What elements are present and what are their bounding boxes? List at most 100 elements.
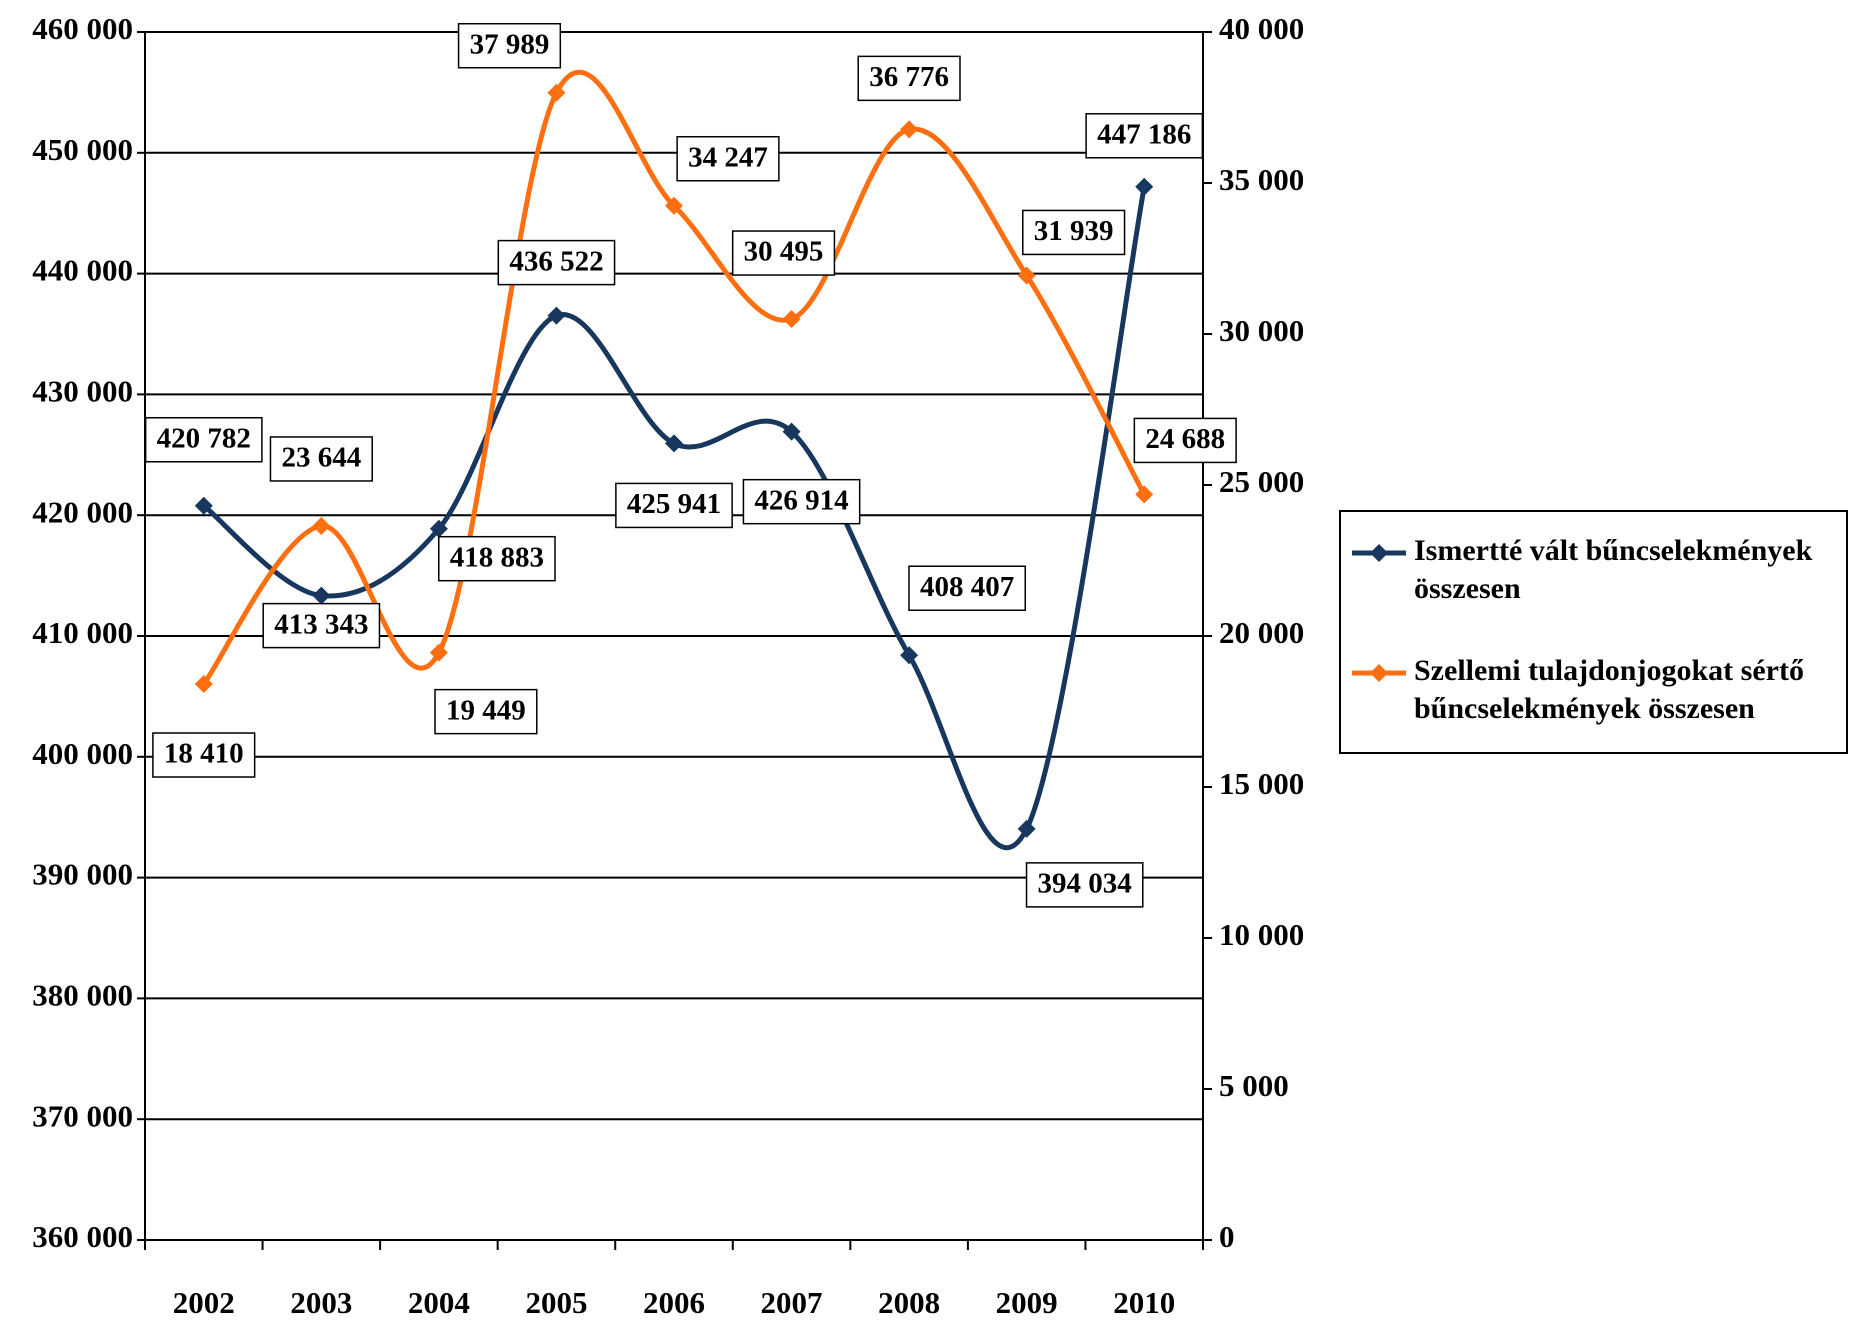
- data-label: 426 914: [742, 478, 861, 525]
- y-tick-label: 410 000: [32, 615, 133, 650]
- legend-label: Ismertté vált bűncselekmények összesen: [1414, 534, 1813, 605]
- x-tick-label: 2009: [996, 1285, 1058, 1320]
- y-tick-label: 440 000: [32, 253, 133, 288]
- data-label: 30 495: [731, 230, 836, 276]
- data-label-text: 34 247: [688, 141, 768, 173]
- marker: [194, 675, 213, 694]
- data-label-box: [152, 732, 256, 778]
- marker: [782, 422, 801, 441]
- legend-marker: [1370, 544, 1388, 562]
- data-label: 418 883: [438, 535, 556, 582]
- y2-tick-label: 40 000: [1219, 11, 1304, 46]
- legend-line: Szellemi tulajdonjogokat sértő: [1414, 654, 1804, 687]
- marker: [429, 643, 448, 662]
- data-label: 23 644: [269, 436, 373, 482]
- data-label-text: 426 914: [754, 484, 848, 516]
- y2-tick-label: 30 000: [1219, 313, 1304, 348]
- data-label: 19 449: [434, 688, 538, 735]
- data-label-text: 413 343: [274, 608, 368, 640]
- data-label: 436 522: [497, 239, 616, 286]
- y-tick-label: 400 000: [32, 736, 133, 771]
- data-label: 24 688: [1133, 417, 1237, 464]
- data-label-text: 418 883: [450, 541, 544, 573]
- data-label-box: [144, 417, 263, 463]
- marker: [1017, 266, 1036, 285]
- legend-marker: [1370, 664, 1388, 682]
- legend-box: [1339, 510, 1848, 754]
- x-tick-label: 2002: [173, 1285, 235, 1320]
- marker: [900, 646, 919, 665]
- y-tick-label: 430 000: [32, 374, 133, 409]
- y2-tick-label: 15 000: [1219, 766, 1304, 801]
- marker: [194, 496, 213, 515]
- y2-tick-label: 35 000: [1219, 162, 1304, 197]
- data-label-text: 425 941: [627, 488, 721, 520]
- data-label: 34 247: [676, 135, 780, 182]
- marker: [665, 434, 683, 453]
- data-label-text: 436 522: [509, 245, 603, 277]
- data-label-box: [1022, 209, 1126, 256]
- data-label: 394 034: [1025, 862, 1144, 908]
- data-label-text: 30 495: [744, 236, 824, 268]
- x-tick-label: 2003: [290, 1285, 352, 1320]
- legend-line: bűncselekmények összesen: [1414, 692, 1755, 725]
- data-label-text: 37 989: [470, 28, 550, 60]
- legend-line: Ismertté vált bűncselekmények: [1414, 534, 1813, 567]
- data-label-box: [615, 482, 733, 529]
- x-tick-label: 2010: [1113, 1285, 1175, 1320]
- y-tick-label: 360 000: [32, 1219, 133, 1254]
- y2-tick-label: 5 000: [1219, 1068, 1289, 1103]
- data-label-box: [457, 22, 562, 69]
- marker: [782, 310, 801, 329]
- data-label: 18 410: [152, 732, 256, 778]
- marker: [429, 519, 448, 538]
- data-label-text: 420 782: [157, 422, 251, 454]
- y-tick-label: 420 000: [32, 494, 133, 529]
- data-label-box: [731, 230, 836, 276]
- data-label-text: 447 186: [1097, 118, 1191, 150]
- marker: [312, 516, 331, 535]
- data-label-text: 18 410: [164, 738, 244, 770]
- marker: [547, 83, 566, 102]
- y2-tick-label: 0: [1219, 1219, 1235, 1254]
- data-label: 408 407: [908, 565, 1026, 611]
- legend-line: összesen: [1414, 572, 1521, 605]
- data-label-text: 24 688: [1145, 423, 1225, 455]
- marker: [1135, 485, 1154, 504]
- y-tick-label: 380 000: [32, 978, 133, 1013]
- marker: [312, 586, 331, 605]
- data-label: 36 776: [857, 55, 961, 102]
- data-label-box: [434, 688, 538, 735]
- data-label-box: [1133, 417, 1237, 464]
- data-label-box: [857, 55, 961, 102]
- data-label-box: [497, 239, 616, 286]
- y-tick-label: 460 000: [32, 11, 133, 46]
- series-line: [201, 70, 1147, 686]
- data-label-text: 19 449: [446, 694, 526, 726]
- data-label: 420 782: [144, 417, 263, 463]
- data-label-box: [269, 436, 373, 482]
- x-tick-label: 2007: [761, 1285, 823, 1320]
- data-label-text: 23 644: [281, 442, 361, 474]
- marker: [1135, 177, 1154, 196]
- data-label-box: [1085, 113, 1204, 159]
- y-tick-label: 370 000: [32, 1098, 133, 1133]
- x-tick-label: 2006: [643, 1285, 705, 1320]
- y2-tick-label: 10 000: [1219, 917, 1304, 952]
- data-label-text: 408 407: [920, 571, 1014, 603]
- data-label-box: [908, 565, 1026, 611]
- marker: [665, 196, 683, 215]
- data-label-text: 36 776: [869, 61, 949, 93]
- marker: [547, 306, 566, 325]
- y2-tick-label: 25 000: [1219, 464, 1304, 499]
- marker: [1017, 819, 1036, 838]
- series-line: [202, 186, 1147, 851]
- y2-tick-label: 20 000: [1219, 615, 1304, 650]
- x-tick-label: 2004: [408, 1285, 470, 1320]
- y-tick-label: 390 000: [32, 857, 133, 892]
- data-label: 37 989: [457, 22, 562, 69]
- data-label-text: 31 939: [1034, 215, 1114, 247]
- y-tick-label: 450 000: [32, 132, 133, 167]
